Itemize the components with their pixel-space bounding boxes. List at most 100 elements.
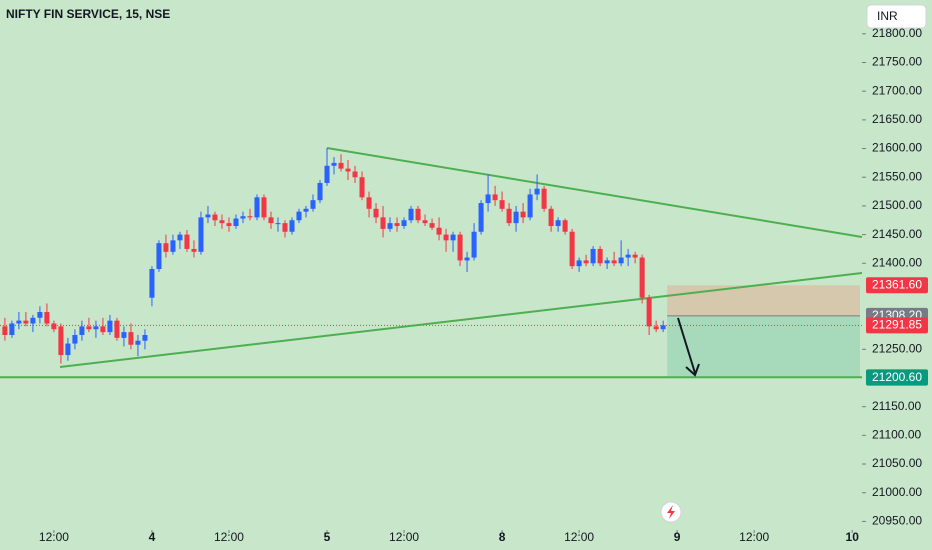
candle-body bbox=[506, 208, 512, 224]
price-label-bg bbox=[866, 277, 928, 294]
candle-body bbox=[646, 297, 652, 327]
candle-body bbox=[450, 234, 456, 241]
x-tick-label: 9 bbox=[674, 530, 681, 544]
y-tick-label: 21100.00 bbox=[872, 428, 921, 442]
candle-body bbox=[604, 260, 610, 264]
candle-body bbox=[72, 334, 78, 344]
candle-body bbox=[226, 223, 232, 226]
x-tick-label: 12:00 bbox=[739, 530, 769, 544]
candle-body bbox=[597, 248, 603, 264]
stop-zone bbox=[667, 285, 860, 316]
candle-body bbox=[240, 216, 246, 219]
candle-body bbox=[58, 326, 64, 356]
candle-body bbox=[387, 223, 393, 229]
y-tick-label: 21600.00 bbox=[872, 141, 922, 155]
x-tick-label: 12:00 bbox=[214, 530, 244, 544]
candle-body bbox=[254, 197, 260, 218]
candle-body bbox=[373, 208, 379, 218]
candle-body bbox=[471, 231, 477, 258]
y-tick-label: 21000.00 bbox=[872, 485, 922, 499]
candle-body bbox=[65, 343, 71, 356]
candle-body bbox=[184, 234, 190, 249]
candle-body bbox=[79, 326, 85, 335]
candle-body bbox=[527, 194, 533, 218]
candle-body bbox=[310, 200, 316, 209]
candle-body bbox=[394, 223, 400, 226]
candle-body bbox=[569, 231, 575, 267]
candle-body bbox=[541, 188, 547, 209]
candle-body bbox=[93, 326, 99, 330]
candle-body bbox=[268, 217, 274, 224]
price-label-bg bbox=[866, 317, 928, 334]
candle-body bbox=[44, 312, 50, 324]
currency-button[interactable] bbox=[866, 4, 927, 29]
candle-body bbox=[492, 194, 498, 201]
candle-body bbox=[639, 257, 645, 298]
candle-body bbox=[478, 203, 484, 232]
price-label: 21291.85 bbox=[872, 317, 922, 331]
candle-body bbox=[331, 162, 337, 166]
price-label-bg bbox=[866, 369, 928, 386]
candle-body bbox=[2, 326, 8, 335]
candle-body bbox=[177, 234, 183, 241]
candle-body bbox=[436, 227, 442, 235]
candle-body bbox=[464, 257, 470, 261]
candle-body bbox=[415, 208, 421, 221]
candle-body bbox=[625, 254, 631, 258]
candle-body bbox=[128, 332, 134, 345]
candle-body bbox=[352, 171, 358, 178]
candle-body bbox=[590, 248, 596, 264]
price-label: 21361.60 bbox=[872, 277, 922, 291]
candle-body bbox=[191, 248, 197, 252]
position-tool bbox=[0, 285, 862, 379]
candle-body bbox=[37, 312, 43, 318]
x-tick-label: 5 bbox=[324, 530, 331, 544]
candle-body bbox=[86, 326, 92, 330]
y-tick-label: 20950.00 bbox=[872, 514, 922, 528]
candles bbox=[2, 147, 666, 364]
candle-body bbox=[205, 214, 211, 218]
candle-body bbox=[422, 220, 428, 224]
x-tick-label: 8 bbox=[499, 530, 506, 544]
y-tick-label: 21550.00 bbox=[872, 169, 922, 183]
y-tick-label: 21800.00 bbox=[872, 26, 922, 40]
candle-body bbox=[23, 320, 29, 324]
candle-body bbox=[408, 208, 414, 221]
candle-body bbox=[401, 220, 407, 226]
y-tick-label: 21750.00 bbox=[872, 55, 922, 69]
currency-label[interactable]: INR bbox=[877, 9, 898, 23]
candle-body bbox=[366, 197, 372, 209]
candle-body bbox=[170, 240, 176, 252]
y-tick-label: 21500.00 bbox=[872, 198, 922, 212]
y-tick-label: 21250.00 bbox=[872, 341, 922, 355]
candle-body bbox=[520, 211, 526, 218]
y-tick-label: 21150.00 bbox=[872, 399, 921, 413]
candle-body bbox=[247, 216, 253, 218]
candle-body bbox=[317, 182, 323, 201]
candle-body bbox=[121, 332, 127, 338]
candle-body bbox=[163, 243, 169, 252]
candle-body bbox=[282, 223, 288, 232]
candle-body bbox=[576, 260, 582, 267]
candle-body bbox=[149, 269, 155, 298]
candle-body bbox=[555, 220, 561, 226]
y-tick-label: 21450.00 bbox=[872, 227, 922, 241]
candle-body bbox=[611, 260, 617, 264]
candle-body bbox=[548, 208, 554, 226]
candle-body bbox=[653, 326, 659, 330]
x-tick-label: 10 bbox=[846, 530, 860, 544]
x-tick-label: 12:00 bbox=[564, 530, 594, 544]
candle-body bbox=[114, 320, 120, 338]
trend-line bbox=[326, 147, 863, 238]
candle-body bbox=[443, 234, 449, 241]
y-tick-label: 21050.00 bbox=[872, 456, 922, 470]
candle-body bbox=[359, 177, 365, 198]
candle-body bbox=[499, 200, 505, 209]
x-tick-label: 12:00 bbox=[39, 530, 69, 544]
y-tick-label: 21400.00 bbox=[872, 255, 922, 269]
candle-body bbox=[107, 320, 113, 333]
candle-body bbox=[345, 168, 351, 172]
candle-body bbox=[289, 220, 295, 232]
